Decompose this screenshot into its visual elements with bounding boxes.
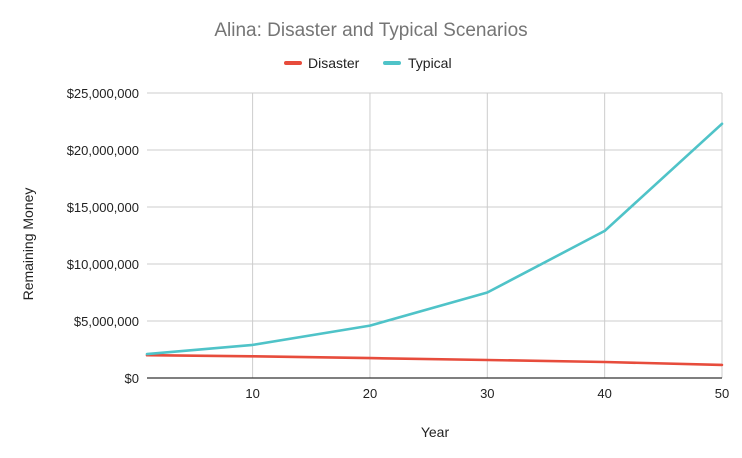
y-axis-ticks: $0 $5,000,000 $10,000,000 $15,000,000 $20,00… (67, 86, 139, 386)
x-tick-label: 40 (597, 386, 611, 401)
series-line-disaster (145, 353, 724, 367)
y-tick-label: $20,000,000 (67, 143, 139, 158)
x-tick-label: 10 (245, 386, 259, 401)
series-lines (145, 122, 724, 367)
y-gridlines (147, 92, 722, 322)
x-axis-ticks: 10 20 30 40 50 (245, 386, 729, 401)
x-tick-label: 30 (480, 386, 494, 401)
chart-title: Alina: Disaster and Typical Scenarios (214, 20, 527, 41)
legend-label-typical: Typical (408, 55, 452, 71)
series-line-typical (145, 122, 724, 356)
y-tick-label: $15,000,000 (67, 200, 139, 215)
y-axis-label: Remaining Money (20, 188, 36, 301)
y-tick-label: $5,000,000 (74, 314, 139, 329)
legend-label-disaster: Disaster (308, 55, 360, 71)
x-tick-label: 50 (715, 386, 729, 401)
y-tick-label: $25,000,000 (67, 86, 139, 101)
y-tick-label: $10,000,000 (67, 257, 139, 272)
y-tick-label: $0 (125, 371, 139, 386)
x-gridlines (252, 93, 723, 378)
legend: Disaster Typical (284, 55, 452, 71)
x-tick-label: 20 (363, 386, 377, 401)
x-axis-label: Year (421, 424, 450, 440)
